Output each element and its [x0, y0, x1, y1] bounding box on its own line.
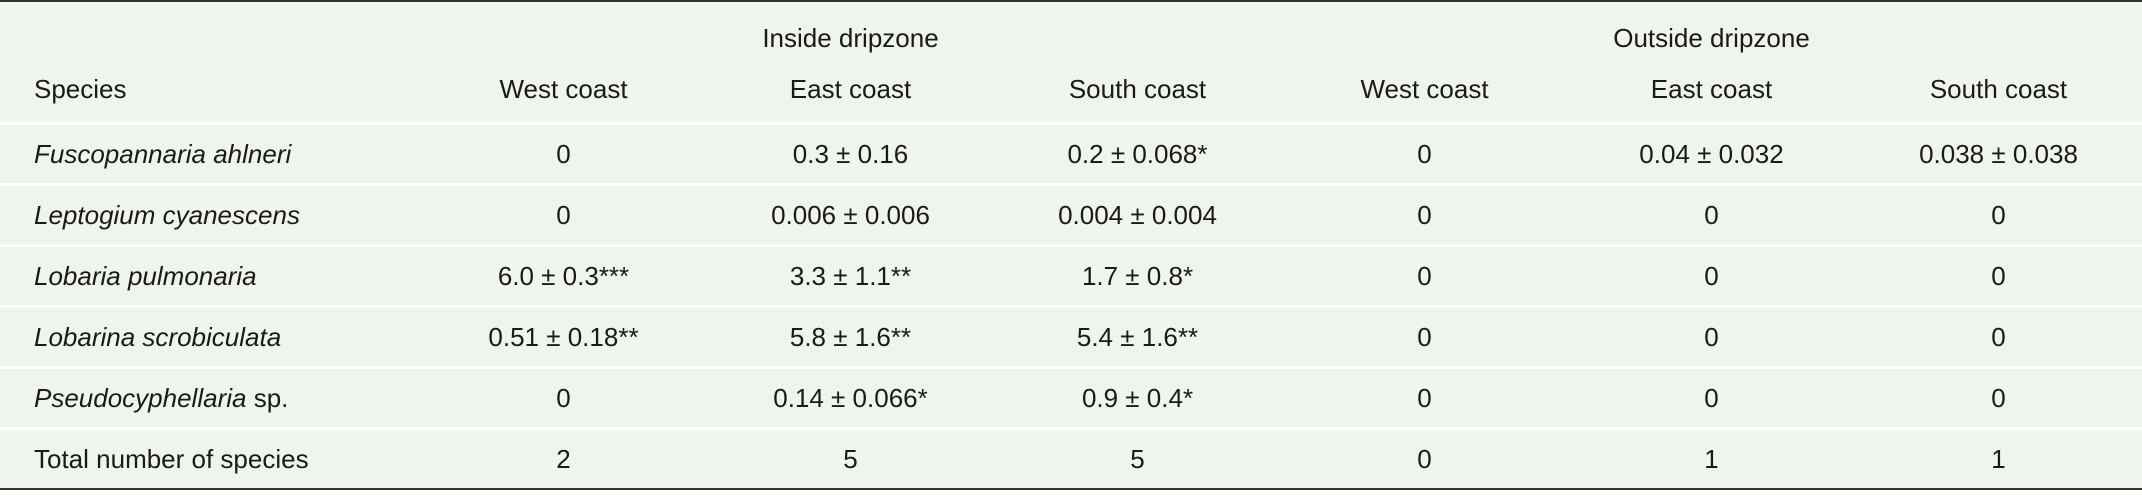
table-row: Leptogium cyanescens 0 0.006 ± 0.006 0.004 … — [0, 183, 2142, 246]
value-cell: 5 — [707, 427, 994, 489]
value-cell: 0 — [1281, 183, 1568, 246]
blank-cell — [0, 1, 420, 56]
group-header: Inside dripzone — [420, 1, 1281, 56]
table-body: Fuscopannaria ahlneri 0 0.3 ± 0.16 0.2 ± 0.… — [0, 122, 2142, 489]
value-cell: 0 — [1281, 427, 1568, 489]
value-cell: 0.04 ± 0.032 — [1568, 122, 1855, 185]
value-cell: 0 — [1281, 122, 1568, 185]
table-row: Lobaria pulmonaria 6.0 ± 0.3*** 3.3 ± 1.1*… — [0, 244, 2142, 307]
value-cell: 0 — [1281, 305, 1568, 368]
value-cell: 5.4 ± 1.6** — [994, 305, 1281, 368]
species-cell: Fuscopannaria ahlneri — [0, 122, 420, 185]
column-header: South coast — [994, 56, 1281, 125]
value-cell: 0.14 ± 0.066* — [707, 366, 994, 429]
value-cell: 0 — [1855, 183, 2142, 246]
value-cell: 0 — [420, 366, 707, 429]
value-cell: 0 — [1281, 244, 1568, 307]
value-cell: 0.038 ± 0.038 — [1855, 122, 2142, 185]
table-row: Lobarina scrobiculata 0.51 ± 0.18** 5.8 ± … — [0, 305, 2142, 368]
table-row: Total number of species 2 5 5 0 1 1 — [0, 427, 2142, 489]
value-cell: 0.51 ± 0.18** — [420, 305, 707, 368]
value-cell: 6.0 ± 0.3*** — [420, 244, 707, 307]
table-row: Fuscopannaria ahlneri 0 0.3 ± 0.16 0.2 ± 0.… — [0, 122, 2142, 185]
value-cell: 3.3 ± 1.1** — [707, 244, 994, 307]
column-header-row: Species West coast East coast South coast We… — [0, 56, 2142, 125]
value-cell: 5.8 ± 1.6** — [707, 305, 994, 368]
value-cell: 0.006 ± 0.006 — [707, 183, 994, 246]
column-header: West coast — [420, 56, 707, 125]
value-cell: 0 — [1568, 305, 1855, 368]
value-cell: 0 — [1568, 183, 1855, 246]
species-cell: Total number of species — [0, 427, 420, 489]
species-name: Fuscopannaria ahlneri — [34, 138, 292, 169]
group-header: Outside dripzone — [1281, 1, 2142, 56]
group-header-row: Inside dripzone Outside dripzone — [0, 1, 2142, 56]
column-header: East coast — [707, 56, 994, 125]
value-cell: 0.9 ± 0.4* — [994, 366, 1281, 429]
species-cell: Lobarina scrobiculata — [0, 305, 420, 368]
value-cell: 1 — [1855, 427, 2142, 489]
value-cell: 0 — [1281, 366, 1568, 429]
value-cell: 2 — [420, 427, 707, 489]
species-name: Lobaria pulmonaria — [34, 260, 257, 291]
value-cell: 0.004 ± 0.004 — [994, 183, 1281, 246]
value-cell: 0 — [1855, 244, 2142, 307]
species-cell: Leptogium cyanescens — [0, 183, 420, 246]
value-cell: 0.2 ± 0.068* — [994, 122, 1281, 185]
species-suffix: sp. — [253, 382, 289, 413]
column-header: West coast — [1281, 56, 1568, 125]
value-cell: 0 — [1568, 366, 1855, 429]
column-header: East coast — [1568, 56, 1855, 125]
column-header: Species — [0, 56, 420, 125]
value-cell: 0 — [420, 183, 707, 246]
value-cell: 0 — [1568, 244, 1855, 307]
value-cell: 1.7 ± 0.8* — [994, 244, 1281, 307]
value-cell: 1 — [1568, 427, 1855, 489]
value-cell: 0.3 ± 0.16 — [707, 122, 994, 185]
species-name: Lobarina scrobiculata — [34, 321, 282, 352]
row-label: Total number of species — [34, 443, 309, 474]
column-header: South coast — [1855, 56, 2142, 125]
table-row: Pseudocyphellaria sp. 0 0.14 ± 0.066* 0.9 ±… — [0, 366, 2142, 429]
value-cell: 0 — [1855, 305, 2142, 368]
species-name: Leptogium cyanescens — [34, 199, 300, 230]
species-cell: Lobaria pulmonaria — [0, 244, 420, 307]
species-name: Pseudocyphellaria — [34, 382, 247, 413]
value-cell: 0 — [420, 122, 707, 185]
value-cell: 0 — [1855, 366, 2142, 429]
species-cell: Pseudocyphellaria sp. — [0, 366, 420, 429]
value-cell: 5 — [994, 427, 1281, 489]
